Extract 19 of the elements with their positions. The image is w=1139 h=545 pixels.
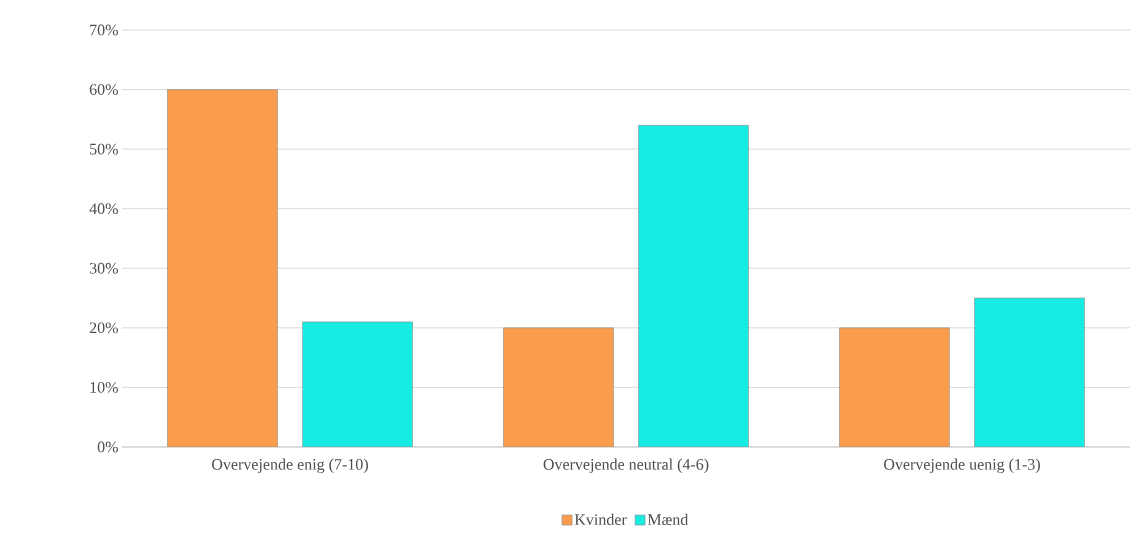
y-tick-label: 30% [89, 262, 118, 274]
y-tick-label: 40% [89, 203, 118, 215]
y-tick-label: 0% [97, 441, 118, 453]
x-tick-label: Overvejende neutral (4-6) [543, 458, 709, 474]
bar [503, 327, 614, 447]
y-tick-label: 10% [90, 382, 118, 393]
bar [839, 327, 950, 447]
bar [302, 321, 413, 447]
y-tick-label: 20% [89, 322, 118, 334]
x-tick-label: Overvejende uenig (1-3) [884, 458, 1040, 474]
bar [638, 125, 749, 447]
x-tick-label: Overvejende enig (7-10) [212, 458, 368, 474]
legend-label: Kvinder [574, 513, 627, 525]
y-tick-label: 50% [90, 143, 118, 155]
y-tick-label: 70% [90, 24, 118, 36]
y-tick-label: 60% [89, 84, 118, 95]
bar [167, 89, 278, 447]
legend-label: Mænd [647, 513, 689, 525]
bar [974, 297, 1085, 447]
